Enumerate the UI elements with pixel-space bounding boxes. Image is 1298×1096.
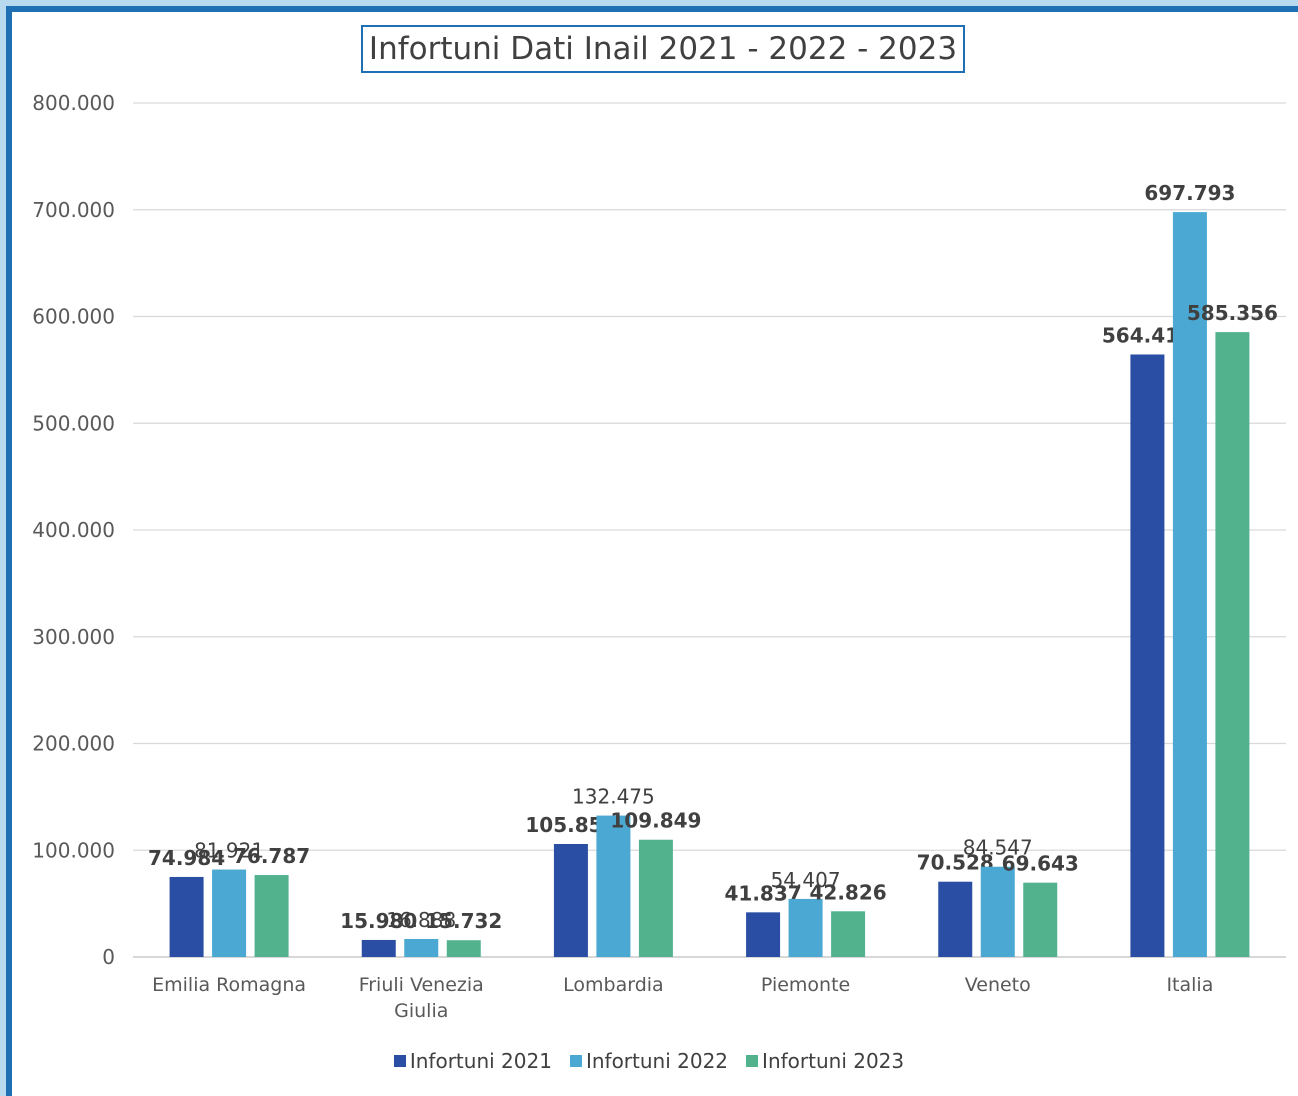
bar-1 [361, 939, 396, 957]
x-tick-label: Emilia Romagna [152, 974, 306, 996]
data-label: 697.793 [1144, 181, 1235, 205]
bar-1 [553, 844, 588, 957]
x-tick-label: Friuli Venezia [359, 974, 484, 996]
bar-1 [938, 881, 973, 957]
chart-title: Infortuni Dati Inail 2021 - 2022 - 2023 [361, 25, 965, 73]
x-tick-label: Veneto [965, 974, 1031, 996]
data-label: 16.888 [386, 908, 456, 932]
y-tick-label: 600.000 [32, 305, 115, 329]
legend-swatch [393, 1055, 406, 1067]
x-tick-label: Lombardia [563, 974, 664, 996]
bar-3 [446, 940, 481, 957]
bar-2 [788, 898, 823, 957]
legend-label: Infortuni 2021 [409, 1049, 552, 1073]
bar-3 [254, 875, 289, 957]
y-tick-label: 100.000 [32, 838, 115, 862]
x-tick-label: Giulia [394, 1000, 448, 1022]
x-tick-label: Piemonte [761, 974, 850, 996]
y-tick-label: 800.000 [32, 91, 115, 115]
legend-item: Infortuni 2022 [569, 1049, 729, 1073]
data-label: 74.984 [148, 846, 225, 870]
y-tick-label: 300.000 [32, 625, 115, 649]
bar-2 [1172, 212, 1207, 958]
bar-3 [638, 839, 673, 957]
data-label: 54.407 [771, 868, 841, 892]
y-tick-label: 200.000 [32, 732, 115, 756]
x-tick-label: Italia [1166, 974, 1213, 996]
bar-3 [831, 911, 866, 957]
y-tick-label: 700.000 [32, 198, 115, 222]
y-tick-label: 500.000 [32, 411, 115, 435]
bar-3 [1215, 332, 1250, 958]
data-label: 15.732 [425, 909, 502, 933]
bar-2 [404, 938, 439, 957]
bar-3 [1023, 882, 1058, 957]
legend-swatch [746, 1055, 759, 1067]
legend-swatch [569, 1055, 582, 1067]
bar-2 [596, 815, 631, 957]
bar-2 [980, 866, 1015, 957]
legend-label: Infortuni 2022 [585, 1049, 729, 1073]
data-label: 81.921 [194, 839, 264, 863]
y-tick-label: 0 [102, 945, 115, 969]
data-label: 15.980 [340, 909, 417, 933]
legend-item: Infortuni 2021 [393, 1049, 552, 1073]
bar-1 [1130, 354, 1165, 957]
legend-item: Infortuni 2023 [746, 1049, 904, 1073]
chart-legend: Infortuni 2021 Infortuni 2022 Infortuni 20… [0, 1046, 1298, 1076]
data-label: 109.849 [610, 809, 701, 833]
data-label: 76.787 [233, 844, 310, 868]
data-label: 84.547 [963, 836, 1033, 860]
bar-1 [746, 912, 781, 957]
legend-label: Infortuni 2023 [762, 1049, 905, 1073]
bar-2 [212, 869, 247, 957]
data-label: 132.475 [572, 785, 655, 809]
data-label: 42.826 [809, 880, 886, 904]
bar-1 [169, 876, 204, 957]
y-tick-label: 400.000 [32, 518, 115, 542]
data-label: 69.643 [1002, 852, 1079, 876]
data-label: 585.356 [1187, 301, 1278, 325]
